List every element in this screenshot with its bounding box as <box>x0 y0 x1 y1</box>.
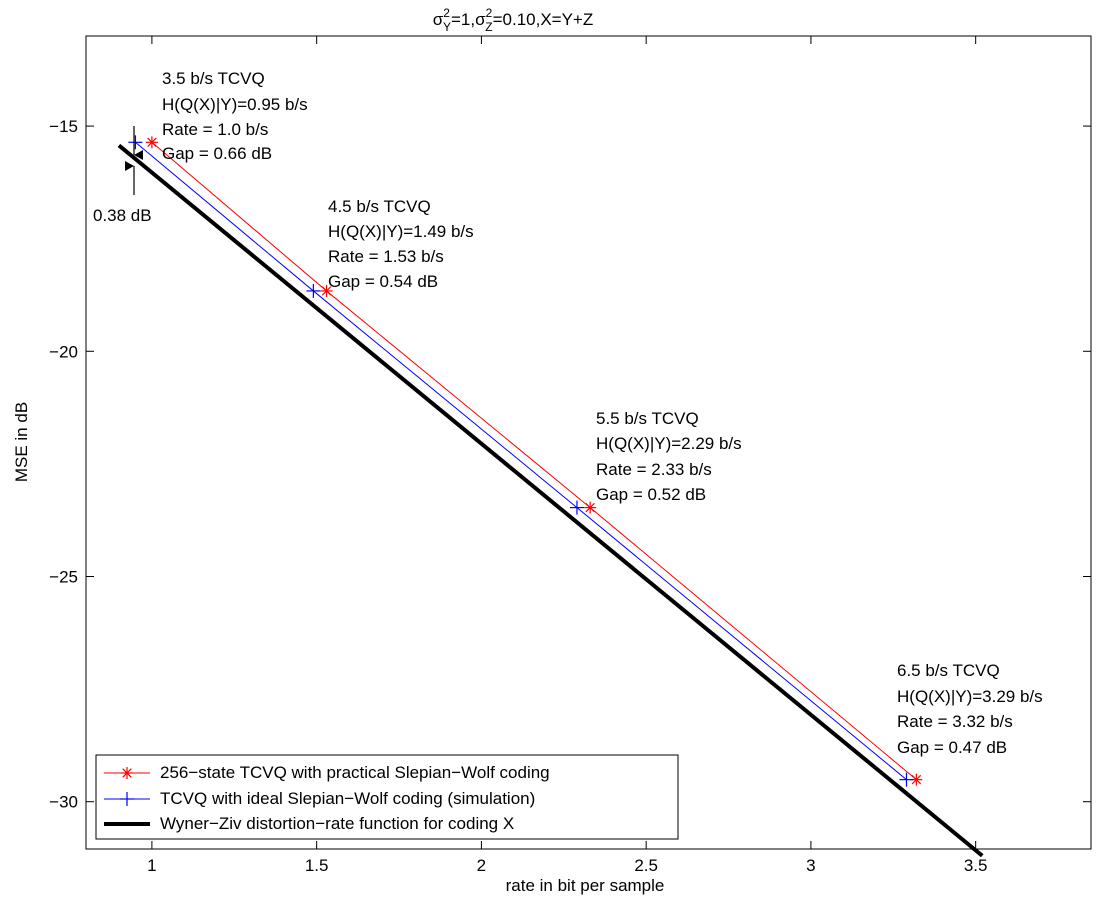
series-ideal-sw-point <box>306 283 321 298</box>
series-ideal-sw-point <box>899 772 914 787</box>
annotation-3-line-1: 5.5 b/s TCVQ <box>596 409 699 428</box>
series-layer <box>117 135 984 858</box>
annotation-3: 5.5 b/s TCVQ H(Q(X)|Y)=2.29 b/s Rate = 2… <box>596 409 742 504</box>
annotation-2: 4.5 b/s TCVQ H(Q(X)|Y)=1.49 b/s Rate = 1… <box>328 197 474 291</box>
legend-entry-2-marker <box>120 792 134 806</box>
annotation-4-line-2: H(Q(X)|Y)=3.29 b/s <box>897 687 1043 706</box>
legend-entry-1-label: 256−state TCVQ with practical Slepian−Wo… <box>160 763 550 782</box>
annotation-3-line-4: Gap = 0.52 dB <box>596 485 706 504</box>
annotation-2-line-4: Gap = 0.54 dB <box>328 272 438 291</box>
x-tick-label: 3.5 <box>964 856 988 875</box>
x-axis-label: rate in bit per sample <box>506 876 665 895</box>
annotation-1: 3.5 b/s TCVQ H(Q(X)|Y)=0.95 b/s Rate = 1… <box>162 69 308 163</box>
legend-box <box>95 754 679 840</box>
legend-swatches <box>104 767 150 826</box>
plot-area <box>85 35 1092 850</box>
axis-ticks: 1 1.5 2 2.5 3 3.5 −30 −25 −20 −15 <box>49 36 1091 875</box>
series-ideal-sw-point <box>128 135 143 150</box>
annotation-4-line-1: 6.5 b/s TCVQ <box>897 661 1000 680</box>
series-practical-sw-point <box>145 136 158 149</box>
legend: 256−state TCVQ with practical Slepian−Wo… <box>95 754 679 840</box>
series-practical-sw-line <box>151 141 917 781</box>
annotation-3-line-3: Rate = 2.33 b/s <box>596 460 712 479</box>
annotation-1-line-2: H(Q(X)|Y)=0.95 b/s <box>162 95 308 114</box>
series-ideal-sw-line <box>135 141 907 781</box>
annotation-1-line-1: 3.5 b/s TCVQ <box>162 69 265 88</box>
annotation-1-line-4: Gap = 0.66 dB <box>162 144 272 163</box>
annotation-2-line-2: H(Q(X)|Y)=1.49 b/s <box>328 222 474 241</box>
annotation-4: 6.5 b/s TCVQ H(Q(X)|Y)=3.29 b/s Rate = 3… <box>897 661 1043 757</box>
series-ideal-sw-point <box>569 500 584 515</box>
legend-entry-3-label: Wyner−Ziv distortion−rate function for c… <box>160 814 514 833</box>
legend-entry-1-marker <box>121 767 133 779</box>
y-tick-label: −15 <box>49 117 78 136</box>
x-tick-label: 1 <box>147 856 156 875</box>
series-wyner-ziv-line <box>117 143 984 858</box>
annotation-3-line-2: H(Q(X)|Y)=2.29 b/s <box>596 434 742 453</box>
gap-marker: 0.38 dB <box>93 126 152 225</box>
y-tick-label: −30 <box>49 793 78 812</box>
x-tick-label: 3 <box>806 856 815 875</box>
chart-title: σ2 Y=1,σ2 Z=0.10,X=Y+Z <box>433 6 594 34</box>
gap-marker-label: 0.38 dB <box>93 206 152 225</box>
annotation-4-line-4: Gap = 0.47 dB <box>897 738 1007 757</box>
y-axis-label: MSE in dB <box>12 402 31 482</box>
x-tick-label: 1.5 <box>305 856 329 875</box>
annotation-1-line-3: Rate = 1.0 b/s <box>162 120 268 139</box>
y-tick-label: −25 <box>49 567 78 586</box>
series-practical-sw-point <box>910 773 923 786</box>
series-practical-sw-point <box>320 284 333 297</box>
series-practical-sw-point <box>584 501 597 514</box>
y-tick-label: −20 <box>49 342 78 361</box>
annotation-2-line-3: Rate = 1.53 b/s <box>328 247 444 266</box>
annotation-2-line-1: 4.5 b/s TCVQ <box>328 197 431 216</box>
x-tick-label: 2.5 <box>634 856 658 875</box>
x-tick-label: 2 <box>477 856 486 875</box>
legend-entry-2-label: TCVQ with ideal Slepian−Wolf coding (sim… <box>160 789 535 808</box>
annotation-4-line-3: Rate = 3.32 b/s <box>897 712 1013 731</box>
